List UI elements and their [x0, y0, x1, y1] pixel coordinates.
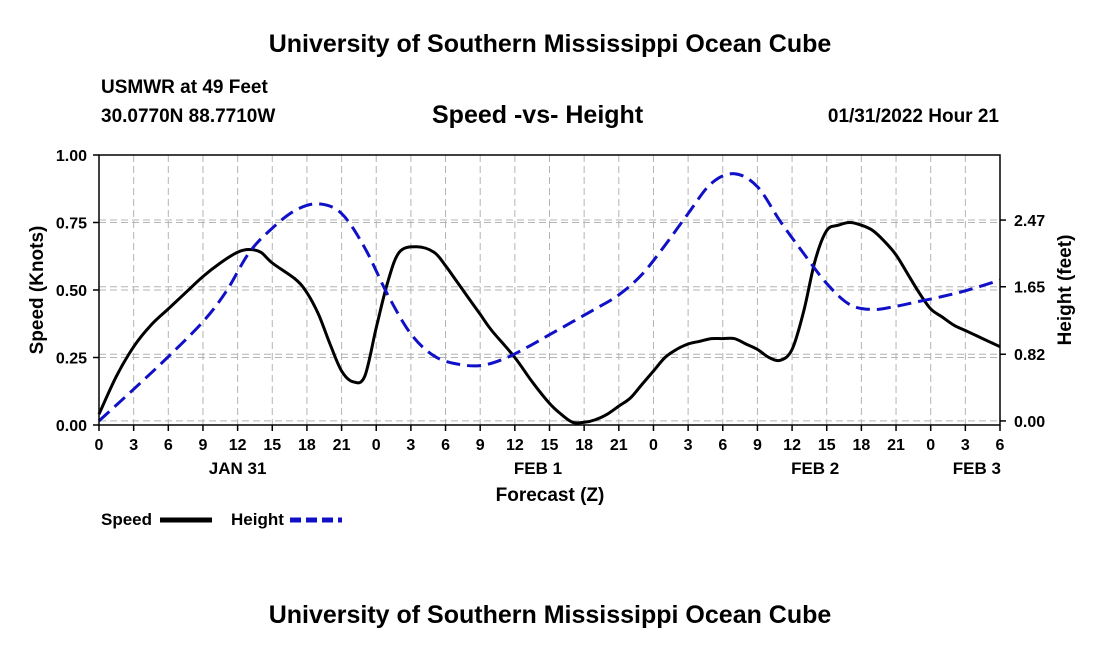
x-tick-label: 9: [476, 437, 485, 454]
x-day-label: FEB 3: [953, 459, 1001, 478]
x-tick-label: 3: [406, 437, 415, 454]
page-title: University of Southern Mississippi Ocean…: [268, 30, 832, 58]
x-tick-label: 0: [95, 437, 104, 454]
x-tick-label: 3: [684, 437, 693, 454]
x-tick-label: 21: [887, 437, 905, 454]
left-axis-label: Speed (Knots): [27, 226, 48, 355]
x-tick-label: 21: [333, 437, 351, 454]
x-day-label: FEB 1: [514, 459, 562, 478]
y-tick-label-right: 0.00: [1014, 414, 1045, 431]
x-tick-label: 0: [649, 437, 658, 454]
x-tick-label: 6: [441, 437, 450, 454]
x-tick-label: 15: [818, 437, 836, 454]
legend: Speed Height: [101, 510, 342, 529]
legend-label-height: Height: [231, 510, 284, 529]
y-tick-label-right: 1.65: [1014, 280, 1045, 297]
axes: 0 3 6 9 12 15 18 21 0 3 6 9 12 15 18 21 0 3 6 9 12 15 18 21 0 3 6 J…: [56, 148, 1045, 478]
y-tick-label-right: 2.47: [1014, 213, 1045, 230]
x-tick-label: 6: [996, 437, 1005, 454]
x-tick-label: 6: [718, 437, 727, 454]
chart-subtitle: Speed -vs- Height: [432, 101, 644, 129]
series-line-speed: [97, 221, 1001, 425]
series-lines: [97, 172, 1001, 425]
y-tick-label-left: 0.75: [56, 216, 87, 233]
series-line-height: [97, 172, 1001, 423]
x-tick-label: 9: [199, 437, 208, 454]
legend-label-speed: Speed: [101, 510, 152, 529]
x-tick-label: 12: [229, 437, 247, 454]
y-tick-label-left: 0.00: [56, 418, 87, 435]
x-tick-label: 9: [753, 437, 762, 454]
y-tick-label-left: 0.50: [56, 283, 87, 300]
x-tick-label: 3: [129, 437, 138, 454]
y-tick-label-left: 0.25: [56, 351, 87, 368]
station-label: USMWR at 49 Feet: [101, 77, 268, 98]
x-day-label: JAN 31: [209, 459, 267, 478]
x-tick-label: 0: [926, 437, 935, 454]
x-tick-label: 0: [372, 437, 381, 454]
x-tick-label: 6: [164, 437, 173, 454]
x-axis-label: Forecast (Z): [496, 485, 605, 506]
x-tick-label: 18: [852, 437, 870, 454]
y-tick-label-left: 1.00: [56, 148, 87, 165]
x-tick-label: 18: [575, 437, 593, 454]
x-tick-label: 18: [298, 437, 316, 454]
x-tick-label: 12: [506, 437, 524, 454]
station-coordinates: 30.0770N 88.7710W: [101, 106, 276, 127]
forecast-datetime: 01/31/2022 Hour 21: [827, 106, 999, 127]
y-tick-label-right: 0.82: [1014, 347, 1045, 364]
x-tick-label: 3: [961, 437, 970, 454]
right-axis-label: Height (feet): [1055, 235, 1076, 346]
x-day-label: FEB 2: [791, 459, 839, 478]
x-tick-label: 15: [541, 437, 559, 454]
footer-title: University of Southern Mississippi Ocean…: [268, 601, 832, 629]
x-tick-label: 21: [610, 437, 628, 454]
grid-lines: [99, 155, 1000, 425]
x-tick-label: 15: [263, 437, 281, 454]
x-tick-label: 12: [783, 437, 801, 454]
